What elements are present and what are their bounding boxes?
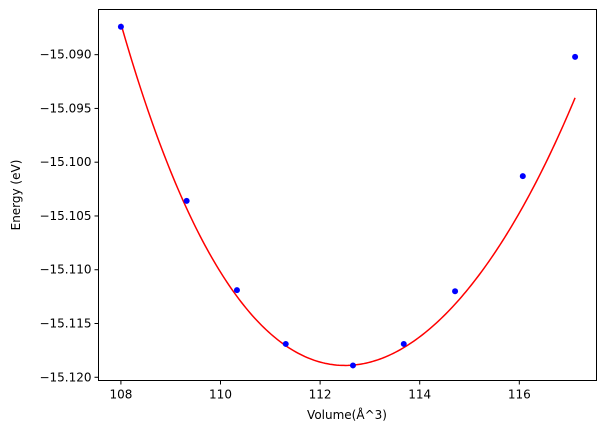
data-point bbox=[452, 288, 459, 295]
y-tick-label: −15.120 bbox=[39, 370, 91, 384]
x-ticks: 108 110 112 114 116 bbox=[109, 380, 531, 402]
y-axis-title: Energy (eV) bbox=[9, 160, 23, 231]
plot-frame bbox=[98, 9, 597, 381]
data-point bbox=[233, 287, 240, 294]
fit-curve-layer bbox=[120, 23, 576, 367]
y-tick-label: −15.095 bbox=[39, 101, 91, 115]
fit-curve-line bbox=[120, 23, 576, 367]
y-tick-label: −15.090 bbox=[39, 48, 91, 62]
data-point bbox=[400, 340, 407, 347]
y-tick-label: −15.115 bbox=[39, 317, 91, 331]
data-point bbox=[183, 197, 190, 204]
x-tick-label: 110 bbox=[209, 388, 232, 402]
y-tick-label: −15.100 bbox=[39, 155, 91, 169]
data-point bbox=[282, 340, 289, 347]
y-tick-label: −15.105 bbox=[39, 209, 91, 223]
data-point bbox=[349, 362, 356, 369]
y-ticks: −15.090 −15.095 −15.100 −15.105 −15.110 −15.1… bbox=[39, 48, 99, 384]
data-point bbox=[117, 23, 124, 30]
x-tick-label: 108 bbox=[109, 388, 132, 402]
x-tick-label: 116 bbox=[508, 388, 531, 402]
x-tick-label: 114 bbox=[408, 388, 431, 402]
data-point bbox=[519, 173, 526, 180]
x-axis-title: Volume(Å^3) bbox=[307, 407, 387, 422]
data-point bbox=[572, 53, 579, 60]
data-points-layer bbox=[117, 23, 579, 369]
y-tick-label: −15.110 bbox=[39, 263, 91, 277]
x-tick-label: 112 bbox=[309, 388, 332, 402]
